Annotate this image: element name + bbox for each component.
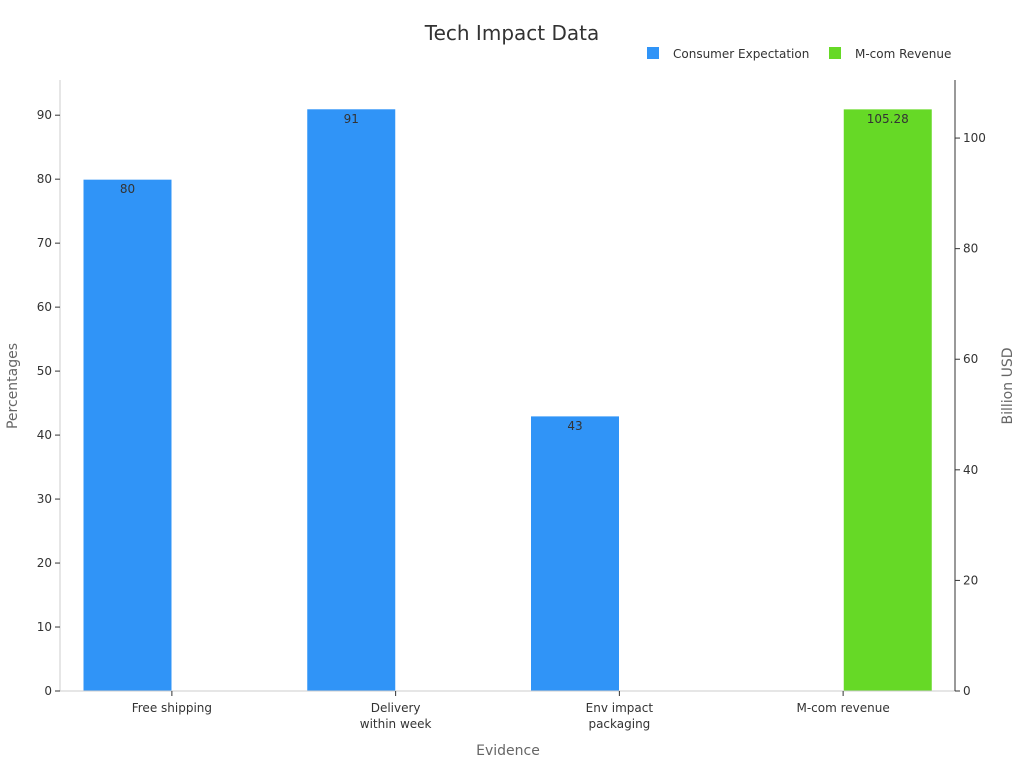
- y-axis-title: Percentages: [5, 343, 21, 429]
- x-tick-label: within week: [360, 717, 432, 731]
- legend-swatch-consumer-expectation: [647, 47, 659, 59]
- y-tick-label: 10: [37, 620, 52, 634]
- bar-consumer-expectation-0: [82, 178, 173, 692]
- data-label-m-com-revenue-3: 105.28: [867, 112, 909, 126]
- bar-consumer-expectation-1: [306, 108, 397, 692]
- x-tick-label: M-com revenue: [796, 701, 889, 715]
- left-axis-ticks: 0 10 20 30 40 50 60 70 80 90: [37, 108, 60, 698]
- x-tick-label: Env impact: [586, 701, 654, 715]
- x-tick-label: Free shipping: [132, 701, 212, 715]
- y-tick-label: 80: [37, 172, 52, 186]
- x-tick-label: packaging: [588, 717, 650, 731]
- y2-tick-label: 80: [963, 242, 978, 256]
- bar-m-com-revenue-3: [842, 108, 933, 692]
- legend-label-consumer-expectation: Consumer Expectation: [673, 47, 809, 61]
- y2-tick-label: 40: [963, 463, 978, 477]
- data-label-consumer-expectation-2: 43: [567, 419, 582, 433]
- data-label-consumer-expectation-1: 91: [344, 112, 359, 126]
- x-axis-title: Evidence: [476, 743, 540, 759]
- y2-tick-label: 100: [963, 131, 986, 145]
- bars-group: [82, 108, 933, 692]
- chart-title: Tech Impact Data: [424, 21, 599, 45]
- data-label-consumer-expectation-0: 80: [120, 182, 135, 196]
- y-tick-label: 60: [37, 300, 52, 314]
- legend-label-mcom-revenue: M-com Revenue: [855, 47, 951, 61]
- y-tick-label: 90: [37, 108, 52, 122]
- legend-swatch-mcom-revenue: [829, 47, 841, 59]
- y2-axis-title: Billion USD: [1000, 348, 1016, 425]
- y2-tick-label: 60: [963, 352, 978, 366]
- data-labels-group: 80 91 43 105.28: [120, 112, 909, 433]
- y-tick-label: 50: [37, 364, 52, 378]
- y-tick-label: 20: [37, 556, 52, 570]
- y2-tick-label: 0: [963, 684, 971, 698]
- right-axis-ticks: 0 20 40 60 80 100: [955, 131, 986, 698]
- y-tick-label: 0: [44, 684, 52, 698]
- legend: Consumer Expectation M-com Revenue: [647, 47, 951, 61]
- x-axis-ticks: Free shipping Delivery within week Env impa…: [132, 691, 890, 731]
- y2-tick-label: 20: [963, 573, 978, 587]
- x-tick-label: Delivery: [371, 701, 421, 715]
- y-tick-label: 30: [37, 492, 52, 506]
- y-tick-label: 40: [37, 428, 52, 442]
- y-tick-label: 70: [37, 236, 52, 250]
- bar-consumer-expectation-2: [530, 415, 620, 692]
